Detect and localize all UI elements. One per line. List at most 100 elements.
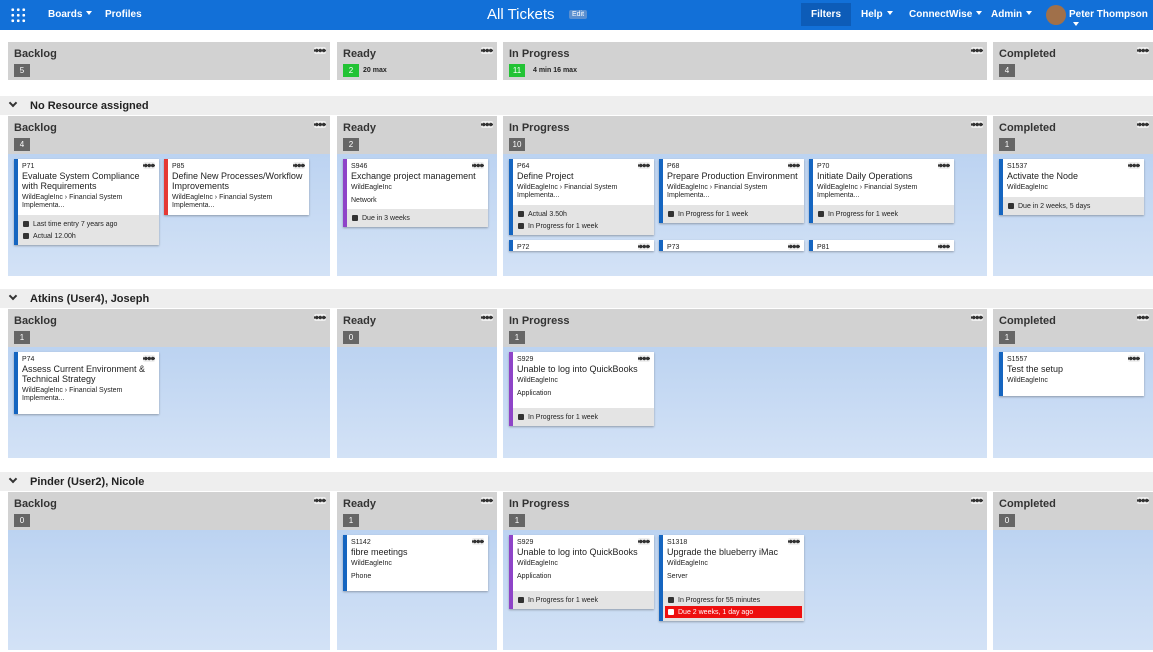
column-menu[interactable] — [481, 314, 493, 321]
ticket-card[interactable]: P85 Define New Processes/Workflow Improve… — [164, 159, 309, 215]
footer-in-progress: In Progress for 1 week — [517, 220, 650, 232]
column-name: Completed — [999, 498, 1056, 510]
lane-header[interactable]: No Resource assigned — [0, 96, 1153, 115]
column-header: Ready 1 — [337, 492, 497, 530]
ticket-id: S1537 — [1007, 163, 1028, 170]
column-count: 10 — [509, 138, 525, 151]
page-title: All Tickets — [487, 6, 555, 23]
column-menu[interactable] — [971, 47, 983, 54]
column-header: Backlog 0 — [8, 492, 330, 530]
column-menu[interactable] — [971, 121, 983, 128]
card-menu — [143, 355, 155, 362]
ticket-type: Application — [517, 573, 552, 580]
column-menu[interactable] — [971, 497, 983, 504]
column-header: Completed 1 — [993, 116, 1153, 154]
column-count: 4 — [999, 64, 1015, 77]
column-menu[interactable] — [481, 121, 493, 128]
filters-button[interactable]: Filters — [801, 3, 852, 26]
card-menu — [293, 162, 305, 169]
connectwise-menu[interactable]: ConnectWise — [909, 9, 982, 20]
column-name: In Progress — [509, 48, 570, 60]
ticket-id: P81 — [817, 244, 830, 251]
boards-menu[interactable]: Boards — [48, 9, 92, 20]
ticket-company: WildEagleInc › Financial System Implemen… — [817, 184, 918, 199]
card-footer: Due in 3 weeks — [347, 209, 488, 227]
column-menu[interactable] — [314, 314, 326, 321]
column-header: Backlog 5 — [8, 42, 330, 80]
ticket-card[interactable]: P74 Assess Current Environment & Technica… — [14, 352, 159, 414]
column-header: Ready 2 — [337, 116, 497, 154]
column-count: 2 — [343, 64, 359, 77]
ticket-card[interactable]: P68 Prepare Production Environment WildEag… — [659, 159, 804, 223]
column-menu[interactable] — [1137, 314, 1149, 321]
ticket-card[interactable]: S946 Exchange project management WildEagle… — [343, 159, 488, 227]
ticket-card[interactable]: S1557 Test the setup WildEagleInc — [999, 352, 1144, 396]
ticket-card[interactable]: P64 Define Project WildEagleInc › Financia… — [509, 159, 654, 235]
ticket-id: P73 — [667, 244, 680, 251]
card-footer: Last time entry 7 years ago Actual 12.00h — [18, 215, 159, 245]
ticket-card[interactable]: P72 — [509, 240, 654, 251]
ticket-card[interactable]: S1318 Upgrade the blueberry iMac WildEagle… — [659, 535, 804, 621]
column-header: Backlog 4 — [8, 116, 330, 154]
column-name: Completed — [999, 48, 1056, 60]
column-body — [993, 530, 1153, 650]
column-menu[interactable] — [1137, 47, 1149, 54]
column-count: 1 — [343, 514, 359, 527]
column-menu[interactable] — [481, 497, 493, 504]
column-header: Completed 0 — [993, 492, 1153, 530]
lane-name: No Resource assigned — [30, 100, 149, 112]
help-menu[interactable]: Help — [861, 9, 893, 20]
ticket-title: Exchange project management — [351, 171, 476, 181]
card-menu — [638, 162, 650, 169]
column-header: Ready 0 — [337, 309, 497, 347]
footer-in-progress: In Progress for 1 week — [817, 208, 950, 220]
column-menu[interactable] — [314, 121, 326, 128]
lane-header[interactable]: Pinder (User2), Nicole — [0, 472, 1153, 491]
column-body — [337, 347, 497, 458]
edit-button[interactable]: Edit — [569, 10, 588, 19]
ticket-card[interactable]: S1537 Activate the Node WildEagleInc Due in… — [999, 159, 1144, 215]
card-menu — [143, 162, 155, 169]
ticket-company: WildEagleInc — [351, 560, 392, 567]
column-menu[interactable] — [481, 47, 493, 54]
user-menu[interactable]: Peter Thompson — [1069, 9, 1153, 31]
ticket-company: WildEagleInc › Financial System Implemen… — [172, 194, 273, 209]
card-footer: In Progress for 55 minutes Due 2 weeks, 1… — [663, 591, 804, 621]
column-header: Backlog 1 — [8, 309, 330, 347]
ticket-card[interactable]: P81 — [809, 240, 954, 251]
ticket-card[interactable]: S1142 fibre meetings WildEagleInc Phone — [343, 535, 488, 591]
ticket-card[interactable]: P70 Initiate Daily Operations WildEagleInc… — [809, 159, 954, 223]
avatars — [18, 405, 159, 411]
card-footer: Actual 3.50h In Progress for 1 week — [513, 205, 654, 235]
lane-header[interactable]: Atkins (User4), Joseph — [0, 289, 1153, 308]
column-limit: 20 max — [363, 67, 387, 74]
column-count: 4 — [14, 138, 30, 151]
footer-in-progress: In Progress for 55 minutes — [667, 594, 800, 606]
column-menu[interactable] — [314, 497, 326, 504]
ticket-card[interactable]: S929 Unable to log into QuickBooks WildEag… — [509, 535, 654, 609]
ticket-id: S1318 — [667, 539, 688, 546]
profiles-link[interactable]: Profiles — [105, 9, 142, 20]
ticket-card[interactable]: P71 Evaluate System Compliance with Requi… — [14, 159, 159, 245]
ticket-id: P85 — [172, 163, 185, 170]
column-count: 1 — [14, 331, 30, 344]
ticket-title: Prepare Production Environment — [667, 171, 798, 181]
admin-menu[interactable]: Admin — [991, 9, 1032, 20]
ticket-card[interactable]: P73 — [659, 240, 804, 251]
column-menu[interactable] — [971, 314, 983, 321]
apps-icon[interactable] — [10, 7, 26, 23]
ticket-type: Phone — [351, 573, 372, 580]
column-menu[interactable] — [1137, 497, 1149, 504]
ticket-title: Initiate Daily Operations — [817, 171, 913, 181]
column-menu[interactable] — [1137, 121, 1149, 128]
card-menu — [1128, 355, 1140, 362]
ticket-card[interactable]: S929 Unable to log into QuickBooks WildEag… — [509, 352, 654, 426]
ticket-id: P72 — [517, 244, 530, 251]
column-body: S1142 fibre meetings WildEagleInc Phone — [337, 530, 497, 650]
ticket-company: WildEagleInc — [517, 560, 558, 567]
ticket-id: P68 — [667, 163, 680, 170]
column-menu[interactable] — [314, 47, 326, 54]
collapse-icon — [8, 291, 18, 301]
ticket-id: P74 — [22, 356, 35, 363]
column-header: In Progress 1 — [503, 492, 987, 530]
